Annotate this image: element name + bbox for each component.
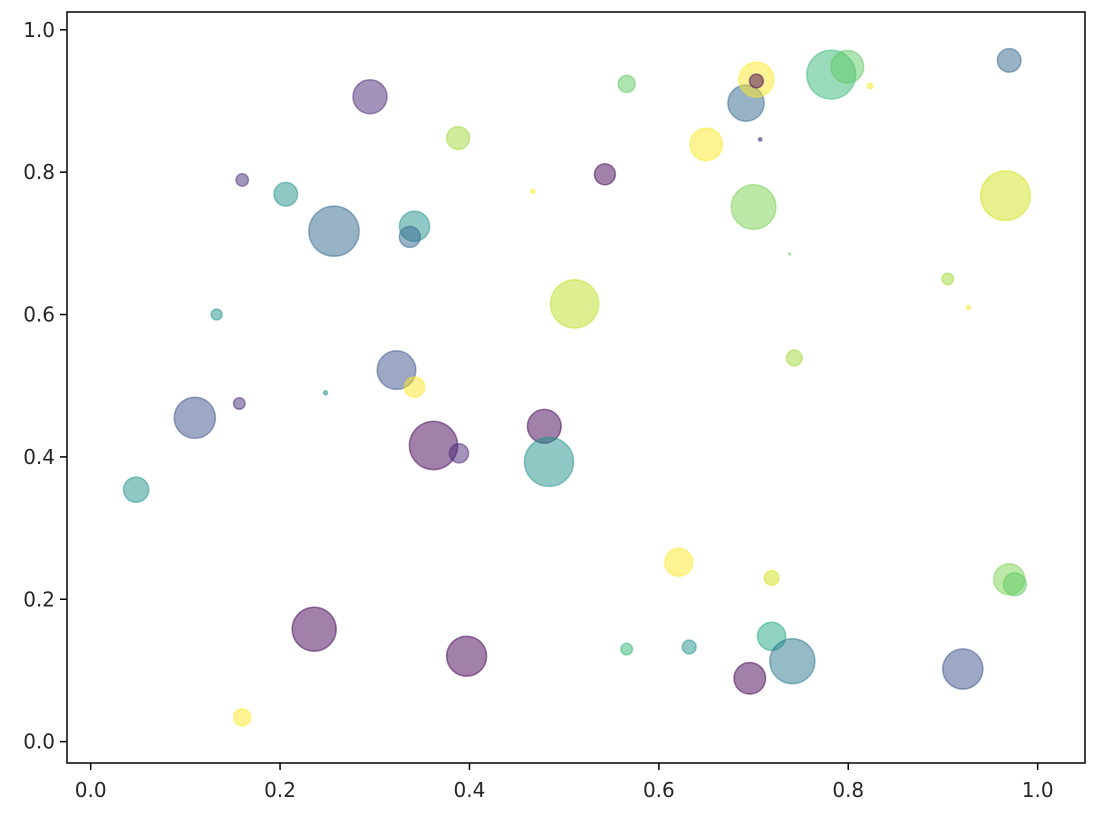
- data-point-44: [941, 272, 955, 286]
- x-tick-label: 0.2: [264, 778, 296, 802]
- data-point-46: [965, 304, 972, 311]
- y-tick-label: 0.6: [23, 303, 55, 327]
- data-point-8: [291, 606, 337, 652]
- data-point-29: [689, 127, 724, 162]
- data-point-22: [523, 436, 575, 488]
- data-point-6: [232, 708, 252, 727]
- data-point-47: [979, 170, 1032, 222]
- data-point-36: [763, 569, 780, 586]
- data-point-40: [785, 349, 803, 367]
- x-axis: 0.0 0.2 0.4 0.6 0.8 1.0: [75, 763, 1054, 802]
- data-point-17: [448, 442, 470, 464]
- y-tick-label: 0.4: [23, 445, 55, 469]
- y-tick-label: 0.0: [23, 730, 55, 754]
- data-point-25: [617, 74, 636, 94]
- data-point-20: [530, 188, 536, 195]
- points-layer: [122, 47, 1032, 727]
- data-point-34: [748, 73, 765, 89]
- y-axis: 0.0 0.2 0.4 0.6 0.8 1.0: [23, 18, 67, 754]
- data-point-28: [681, 639, 697, 655]
- data-point-10: [308, 205, 360, 258]
- data-point-42: [830, 49, 865, 84]
- data-point-12: [376, 350, 417, 391]
- data-point-4: [232, 396, 246, 411]
- data-point-39: [769, 637, 816, 685]
- data-point-19: [445, 635, 488, 677]
- data-point-14: [403, 376, 426, 398]
- data-point-16: [408, 420, 459, 471]
- data-point-9: [322, 390, 329, 396]
- data-point-15: [398, 225, 422, 249]
- data-point-45: [941, 648, 984, 690]
- data-point-50: [1002, 572, 1028, 597]
- data-point-18: [445, 125, 471, 151]
- data-point-2: [173, 396, 217, 440]
- x-tick-label: 0.0: [75, 778, 107, 802]
- data-point-32: [730, 183, 777, 231]
- data-point-27: [664, 547, 694, 577]
- data-point-26: [620, 642, 634, 656]
- x-tick-label: 1.0: [1022, 778, 1054, 802]
- data-point-23: [549, 279, 600, 329]
- data-point-7: [273, 181, 299, 207]
- y-tick-label: 1.0: [23, 18, 55, 42]
- axes-frame: [66, 11, 1086, 764]
- data-point-43: [866, 82, 874, 90]
- y-tick-label: 0.8: [23, 160, 55, 184]
- data-point-5: [235, 173, 250, 187]
- data-point-3: [210, 308, 223, 321]
- x-tick-label: 0.8: [832, 778, 864, 802]
- data-point-38: [787, 252, 792, 256]
- data-point-35: [757, 136, 763, 142]
- data-point-24: [593, 163, 617, 186]
- x-tick-label: 0.6: [643, 778, 675, 802]
- data-point-48: [996, 47, 1022, 73]
- y-tick-label: 0.2: [23, 587, 55, 611]
- data-point-11: [352, 78, 388, 115]
- data-point-31: [733, 661, 767, 695]
- x-tick-label: 0.4: [454, 778, 486, 802]
- data-point-1: [122, 476, 150, 504]
